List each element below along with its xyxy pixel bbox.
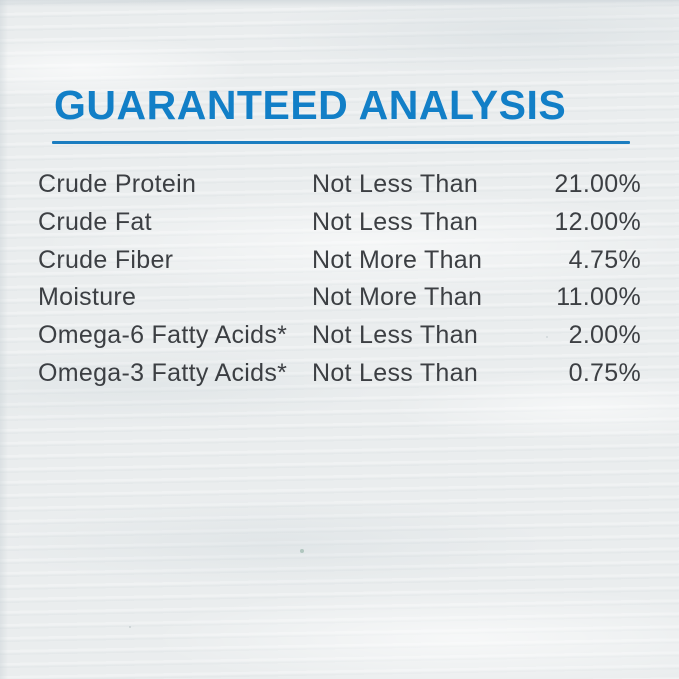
qualifier-text: Not Less Than xyxy=(312,358,479,387)
table-row: Crude Protein Not Less Than 21.00% xyxy=(38,166,641,204)
nutrient-name: Omega-6 Fatty Acids* xyxy=(38,321,288,350)
nutrient-name: Crude Fiber xyxy=(38,245,174,274)
nutrient-value: 21.00% xyxy=(554,170,641,199)
nutrient-value: 12.00% xyxy=(554,208,641,237)
qualifier-text: Not More Than xyxy=(312,283,483,312)
table-row: Crude Fat Not Less Than 12.00% xyxy=(38,204,641,242)
title-underline xyxy=(52,141,630,144)
guaranteed-analysis-table: Crude Protein Not Less Than 21.00% Crude… xyxy=(38,166,641,392)
table-row: Omega-6 Fatty Acids* Not Less Than 2.00% xyxy=(38,317,641,355)
nutrient-name: Crude Fat xyxy=(38,208,152,237)
nutrient-value: 2.00% xyxy=(568,321,641,350)
nutrient-name: Omega-3 Fatty Acids* xyxy=(38,358,288,387)
nutrient-value: 11.00% xyxy=(556,283,641,312)
page-title: GUARANTEED ANALYSIS xyxy=(54,82,567,128)
table-row: Moisture Not More Than 11.00% xyxy=(38,279,641,317)
nutrient-name: Moisture xyxy=(38,283,137,312)
table-row: Omega-3 Fatty Acids* Not Less Than 0.75% xyxy=(38,354,641,392)
nutrient-value: 4.75% xyxy=(568,245,641,274)
table-row: Crude Fiber Not More Than 4.75% xyxy=(38,241,641,279)
nutrient-value: 0.75% xyxy=(568,358,641,387)
qualifier-text: Not More Than xyxy=(312,245,483,274)
nutrient-name: Crude Protein xyxy=(38,170,197,199)
paint-speck xyxy=(300,549,304,553)
qualifier-text: Not Less Than xyxy=(312,170,479,199)
qualifier-text: Not Less Than xyxy=(312,208,479,237)
qualifier-text: Not Less Than xyxy=(312,321,479,350)
